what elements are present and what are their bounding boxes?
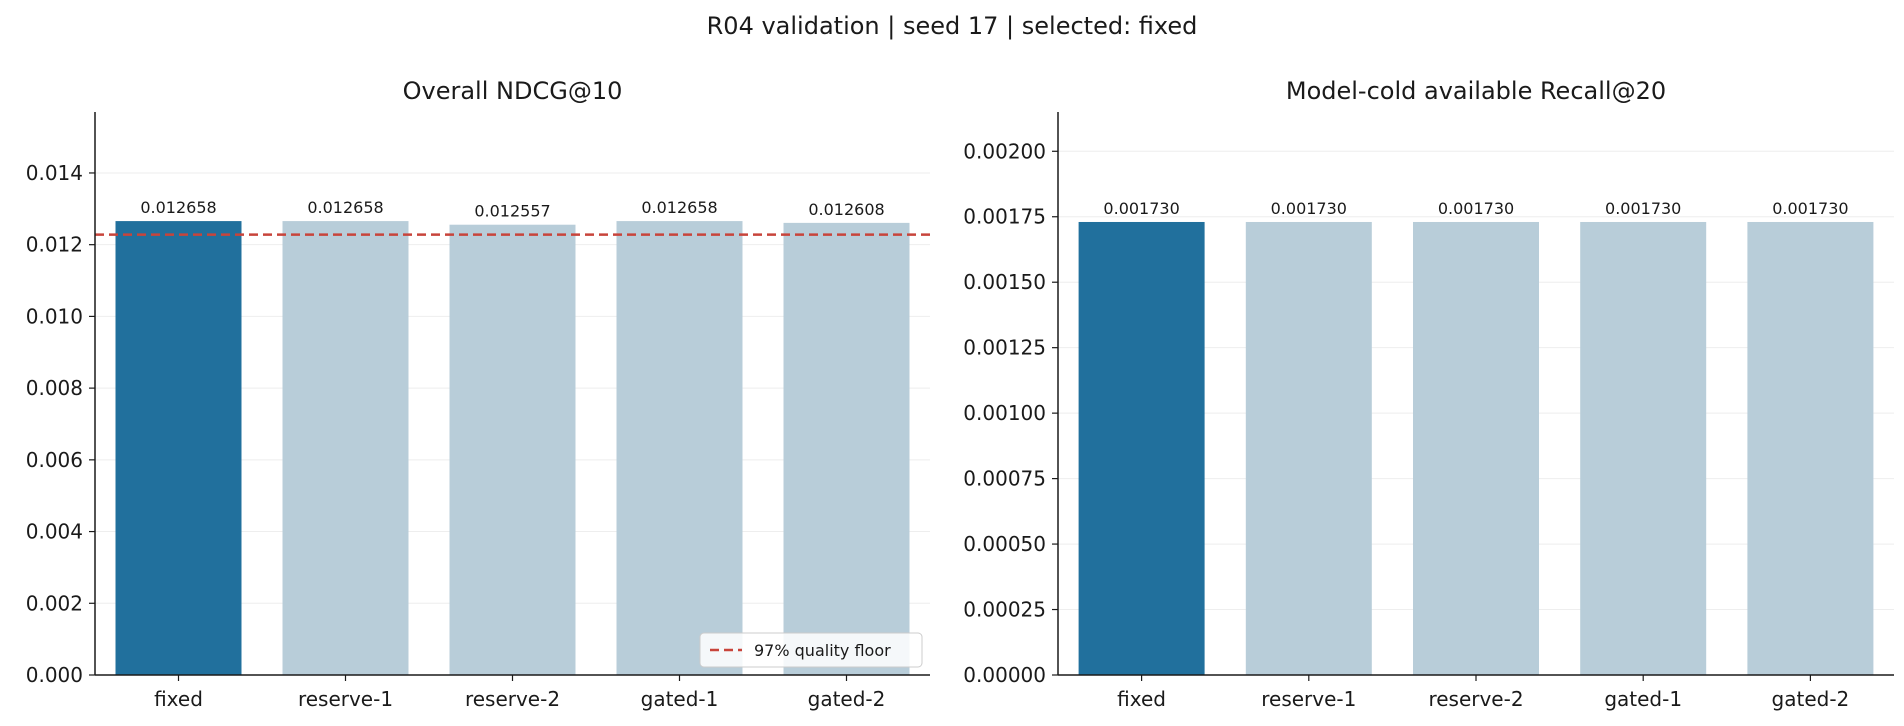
bar-value-label: 0.001730	[1438, 199, 1514, 218]
y-tick-label: 0.004	[26, 520, 83, 544]
y-tick-label: 0.002	[26, 591, 83, 615]
bar-reserve-2	[1413, 221, 1539, 676]
legend-box	[699, 632, 923, 668]
x-tick-label: reserve-1	[298, 687, 393, 711]
bar-reserve-2	[449, 224, 576, 675]
y-tick-label: 0.012	[26, 233, 83, 257]
x-tick-label: fixed	[154, 687, 203, 711]
bar-value-label: 0.012658	[641, 198, 717, 217]
chart-title: Overall NDCG@10	[403, 77, 623, 105]
x-tick-label: gated-1	[641, 687, 719, 711]
y-tick-label: 0.014	[26, 161, 83, 185]
x-tick-label: fixed	[1117, 687, 1166, 711]
y-tick-label: 0.00075	[963, 467, 1046, 491]
x-tick-label: reserve-2	[465, 687, 560, 711]
x-tick-label: reserve-1	[1261, 687, 1356, 711]
bar-value-label: 0.001730	[1271, 199, 1347, 218]
chart-panel-ndcg: 0.012658 0.012658 0.012557 0.012658 0.012608…	[26, 77, 930, 711]
bar-fixed	[115, 221, 242, 675]
bar-gated-2	[1747, 221, 1874, 676]
bar-gated-1	[616, 221, 743, 675]
y-tick-label: 0.010	[26, 304, 83, 328]
bar-value-label: 0.012658	[307, 198, 383, 217]
bar-reserve-1	[282, 221, 409, 675]
bar-value-label: 0.001730	[1605, 199, 1681, 218]
bar-value-label: 0.001730	[1772, 199, 1848, 218]
bar-reserve-1	[1245, 221, 1372, 676]
figure-suptitle: R04 validation | seed 17 | selected: fix…	[706, 12, 1198, 40]
chart-panel-recall: 0.001730 0.001730 0.001730 0.001730 0.001730…	[963, 77, 1894, 711]
legend-label: 97% quality floor	[754, 641, 891, 660]
bar-value-label: 0.012658	[140, 198, 216, 217]
y-tick-label: 0.00200	[963, 139, 1046, 163]
bar-gated-1	[1580, 221, 1707, 676]
y-tick-label: 0.00175	[963, 205, 1046, 229]
x-tick-label: gated-1	[1604, 687, 1682, 711]
bar-gated-2	[783, 222, 910, 675]
y-tick-label: 0.008	[26, 376, 83, 400]
bar-fixed	[1078, 221, 1205, 676]
x-tick-label: gated-2	[1772, 687, 1850, 711]
y-tick-label: 0.000	[26, 663, 83, 687]
bar-value-label: 0.012557	[474, 202, 550, 221]
x-tick-label: reserve-2	[1428, 687, 1523, 711]
y-tick-label: 0.00000	[963, 663, 1046, 687]
bar-value-label: 0.001730	[1103, 199, 1179, 218]
x-tick-label: gated-2	[808, 687, 886, 711]
y-tick-label: 0.00050	[963, 532, 1046, 556]
chart-title: Model-cold available Recall@20	[1286, 77, 1666, 105]
y-tick-label: 0.00150	[963, 270, 1046, 294]
y-tick-label: 0.00125	[963, 336, 1046, 360]
bar-value-label: 0.012608	[808, 200, 884, 219]
y-tick-label: 0.00025	[963, 598, 1046, 622]
y-tick-label: 0.006	[26, 448, 83, 472]
legend: 97% quality floor	[699, 632, 923, 668]
y-tick-label: 0.00100	[963, 401, 1046, 425]
